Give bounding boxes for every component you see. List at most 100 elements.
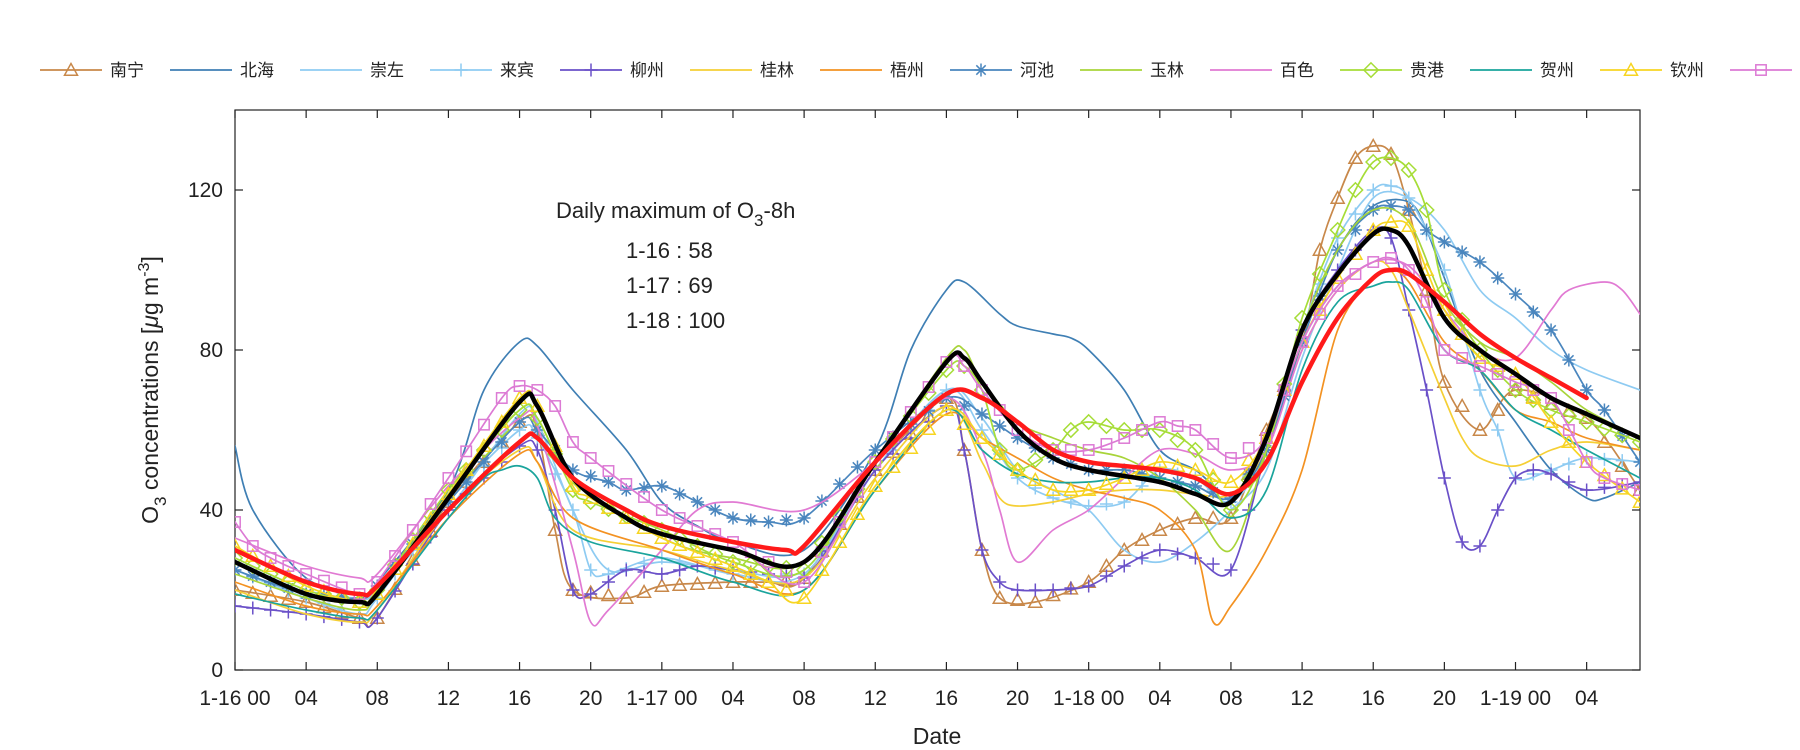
data-point-marker — [1046, 583, 1060, 597]
data-point-marker — [406, 524, 419, 536]
x-tick-label: 12 — [1290, 687, 1313, 710]
data-point-marker — [1223, 473, 1239, 488]
data-point-marker — [938, 401, 955, 416]
data-point-marker — [1472, 349, 1488, 364]
series-桂林 — [235, 259, 1640, 624]
legend-label: 河池 — [1020, 61, 1054, 80]
data-point-marker — [566, 583, 580, 597]
series-line — [235, 267, 1589, 598]
data-point-marker — [868, 443, 882, 457]
data-point-marker — [885, 458, 901, 473]
data-point-marker — [1384, 179, 1398, 193]
legend-item-梧州: 梧州 — [820, 61, 924, 80]
data-point-marker — [1188, 479, 1202, 493]
data-point-marker — [922, 381, 935, 393]
legend-item-崇左: 崇左 — [300, 61, 404, 80]
data-point-marker — [549, 400, 562, 412]
data-point-marker — [1329, 221, 1346, 239]
data-point-marker — [1491, 271, 1505, 285]
x-axis-title: Date — [913, 723, 962, 749]
data-point-marker — [333, 589, 350, 607]
data-point-marker — [1473, 539, 1487, 553]
data-point-marker — [235, 581, 243, 596]
data-point-marker — [779, 513, 793, 527]
data-point-marker — [442, 472, 455, 484]
data-point-marker — [833, 477, 847, 491]
data-point-marker — [993, 575, 1007, 589]
data-point-marker — [1525, 391, 1542, 409]
data-point-marker — [1027, 451, 1044, 469]
data-point-marker — [235, 599, 242, 613]
data-point-marker — [529, 397, 546, 412]
legend-item-来宾: 来宾 — [430, 61, 534, 80]
data-point-marker — [495, 392, 508, 404]
data-point-marker — [460, 445, 473, 458]
series-line — [235, 156, 1640, 604]
data-point-marker — [264, 603, 278, 617]
data-point-marker — [1099, 569, 1113, 583]
data-point-marker — [637, 565, 651, 579]
x-tick-label: 20 — [1006, 687, 1029, 710]
data-point-marker — [584, 563, 598, 577]
data-point-marker — [1436, 281, 1453, 299]
annotation-line: 1-18 : 100 — [626, 308, 725, 333]
data-point-marker — [1063, 481, 1079, 496]
data-point-marker — [778, 571, 795, 586]
data-point-marker — [886, 447, 900, 461]
x-tick-label: 04 — [294, 687, 318, 710]
data-point-marker — [619, 483, 633, 497]
data-point-marker — [1169, 431, 1186, 449]
data-point-marker — [1242, 442, 1255, 454]
data-point-marker — [1311, 265, 1329, 283]
x-tick-label: 1-17 00 — [626, 687, 697, 710]
data-point-marker — [1615, 454, 1629, 468]
x-tick-label: 1-18 00 — [1053, 687, 1124, 710]
data-point-marker — [477, 455, 491, 469]
data-point-marker — [993, 419, 1007, 433]
data-point-marker — [235, 537, 243, 552]
data-point-marker — [1402, 191, 1416, 205]
data-point-marker — [1009, 461, 1026, 476]
data-point-marker — [566, 463, 580, 477]
data-point-marker — [724, 553, 742, 571]
y-tick-label: 0 — [211, 659, 223, 682]
data-point-marker — [1082, 579, 1096, 593]
data-point-marker — [1169, 515, 1186, 530]
data-point-marker — [1207, 438, 1220, 450]
x-tick-label: 1-16 00 — [199, 687, 270, 710]
data-point-marker — [831, 533, 848, 548]
x-tick-label: 20 — [579, 687, 602, 710]
series-summary-15 — [235, 267, 1589, 598]
data-point-marker — [636, 583, 652, 598]
data-point-marker — [1383, 213, 1399, 228]
data-point-marker — [1098, 417, 1115, 435]
x-tick-label: 20 — [1433, 687, 1456, 710]
data-point-marker — [1189, 424, 1202, 436]
data-point-marker — [671, 576, 688, 591]
data-point-marker — [1473, 255, 1487, 269]
data-point-marker — [1011, 431, 1025, 445]
data-point-marker — [815, 494, 829, 508]
data-point-marker — [235, 516, 241, 528]
data-point-marker — [690, 495, 704, 509]
data-point-marker — [335, 590, 349, 604]
data-point-marker — [1437, 235, 1451, 249]
legend-item-防城港: 防城港 — [1730, 64, 1792, 76]
data-point-marker — [1491, 368, 1504, 380]
data-point-marker — [654, 577, 670, 592]
data-point-marker — [707, 574, 723, 589]
data-point-marker — [601, 475, 615, 489]
data-point-marker — [673, 512, 686, 524]
data-point-marker — [1331, 280, 1344, 292]
data-point-marker — [1562, 353, 1576, 367]
data-point-marker — [689, 575, 706, 590]
data-point-marker — [1277, 389, 1291, 403]
data-point-marker — [762, 515, 776, 529]
data-point-marker — [1418, 261, 1435, 276]
data-point-marker — [671, 536, 688, 551]
data-point-marker — [1224, 452, 1237, 464]
data-point-marker — [1080, 481, 1097, 496]
data-point-marker — [1614, 457, 1630, 472]
data-point-marker — [389, 550, 402, 562]
